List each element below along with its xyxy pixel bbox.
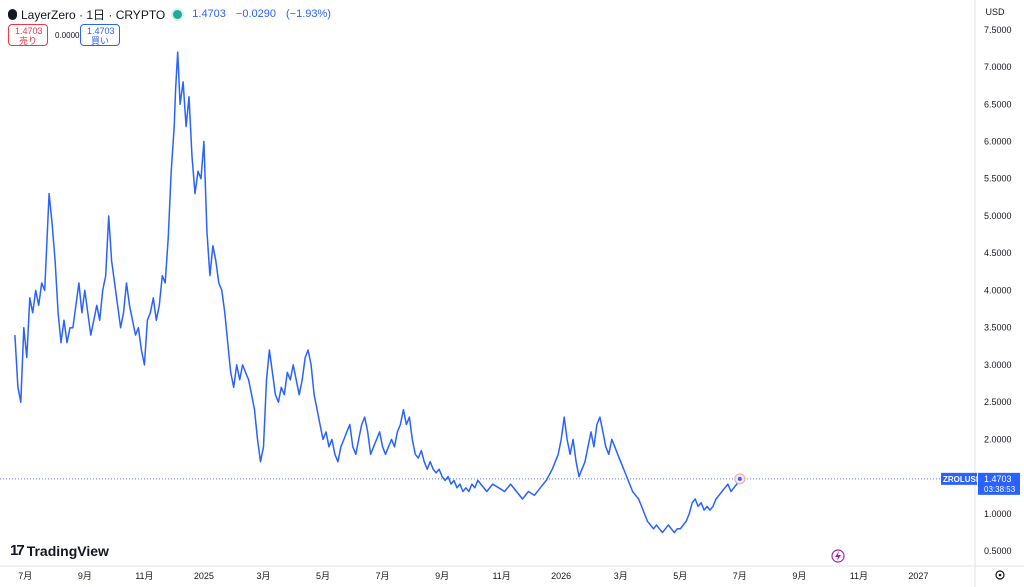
x-tick-label: 2027 [908, 571, 928, 581]
settings-gear-icon[interactable] [995, 570, 1005, 580]
x-tick-label: 5月 [673, 571, 687, 581]
spread-value: 0.0000 [55, 31, 80, 40]
y-tick-label: 6.0000 [984, 137, 1012, 147]
symbol-tag-bg [941, 472, 977, 485]
symbol-legend: LayerZero · 1日 · CRYPTO 1.4703 −0.0290 (… [8, 6, 331, 22]
tradingview-logo[interactable]: 17 TradingView [10, 542, 109, 559]
tradingview-wordmark: TradingView [26, 542, 109, 559]
sell-label: 売り [18, 36, 37, 46]
y-tick-label: 7.0000 [984, 62, 1012, 72]
lightning-glyph [835, 551, 841, 561]
last-point-dot [737, 476, 742, 481]
last-price: 1.4703 [192, 8, 226, 20]
x-tick-label: 7月 [18, 571, 32, 581]
x-tick-label: 2026 [551, 571, 571, 581]
price-change: −0.0290 [235, 8, 276, 20]
price-tag-bg [978, 472, 1020, 495]
y-tick-label: 4.5000 [984, 248, 1012, 258]
x-tick-label: 3月 [614, 571, 628, 581]
symbol-title[interactable]: LayerZero · 1日 · CRYPTO [21, 7, 166, 22]
x-tick-label: 9月 [435, 571, 449, 581]
x-tick-label: 11月 [135, 571, 153, 581]
price-tag-countdown: 03:38:53 [984, 485, 1016, 494]
y-tick-label: 3.5000 [984, 323, 1012, 333]
sell-button[interactable]: 1.4703 売り [8, 24, 48, 46]
gear-center [998, 573, 1002, 577]
tradingview-mark-icon: 17 [10, 542, 25, 559]
y-tick-label: 5.0000 [984, 211, 1012, 221]
x-tick-label: 9月 [792, 571, 806, 581]
price-tag-value: 1.4703 [984, 474, 1012, 484]
price-change-pct: (−1.93%) [286, 8, 331, 20]
y-tick-label: 5.5000 [984, 174, 1012, 184]
x-tick-label: 9月 [78, 571, 92, 581]
y-tick-label: 2.0000 [984, 434, 1012, 444]
x-tick-label: 7月 [376, 571, 390, 581]
y-tick-label: 0.5000 [984, 546, 1012, 556]
market-open-icon [173, 9, 183, 19]
x-tick-label: 7月 [733, 571, 747, 581]
y-tick-label: 3.0000 [984, 360, 1012, 370]
buy-label: 買い [90, 36, 109, 46]
y-tick-label: 6.5000 [984, 99, 1012, 109]
x-tick-label: 5月 [316, 571, 330, 581]
price-series-line[interactable] [14, 51, 741, 534]
x-tick-label: 3月 [256, 571, 270, 581]
currency-selector[interactable]: USD [985, 7, 1005, 17]
y-tick-label: 4.0000 [984, 285, 1012, 295]
layerzero-logo-icon [8, 8, 17, 20]
x-tick-label: 11月 [492, 571, 510, 581]
y-tick-label: 7.5000 [984, 25, 1012, 35]
y-tick-label: 2.5000 [984, 397, 1012, 407]
y-tick-label: 1.0000 [984, 509, 1012, 519]
x-tick-label: 11月 [850, 571, 868, 581]
buy-price: 1.4703 [87, 26, 115, 36]
symbol-tag-text: ZROLUSD [943, 475, 982, 484]
buy-button[interactable]: 1.4703 買い [80, 24, 120, 46]
sell-price: 1.4703 [15, 26, 43, 36]
x-tick-label: 2025 [194, 571, 214, 581]
